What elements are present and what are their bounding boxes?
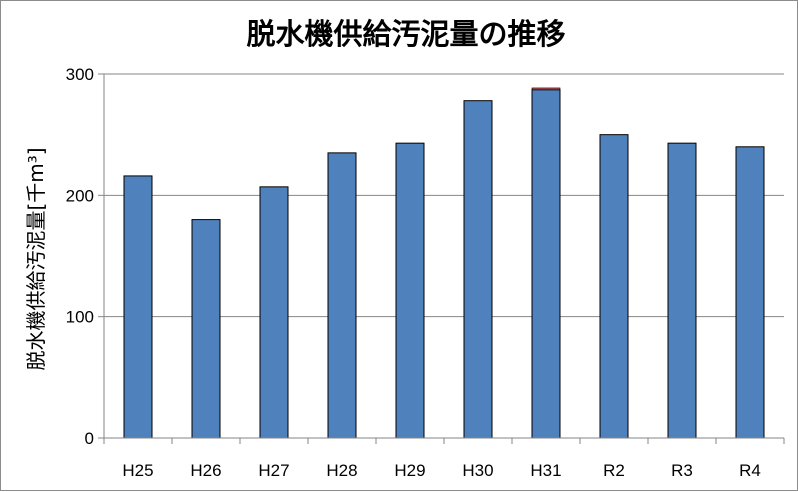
bar-segment-top (531, 87, 561, 91)
bar (531, 89, 561, 439)
x-tick-label: R4 (739, 461, 761, 480)
x-tick-label: H29 (394, 461, 425, 480)
x-tick-label: R2 (603, 461, 625, 480)
x-tick-label: R3 (671, 461, 693, 480)
y-tick-label: 0 (85, 429, 94, 448)
y-tick-label: 300 (66, 65, 94, 84)
bar (395, 142, 425, 439)
x-tick-label: H31 (530, 461, 561, 480)
y-tick-labels: 0 100 200 300 (66, 65, 94, 448)
bar (191, 219, 221, 439)
x-tick-label: H26 (190, 461, 221, 480)
y-axis-label: 脱水機供給汚泥量[千m³] (24, 147, 48, 370)
chart-title: 脱水機供給汚泥量の推移 (246, 17, 565, 51)
bars (123, 87, 765, 439)
x-tick-label: H27 (258, 461, 289, 480)
x-tick-labels: H25 H26 H27 H28 H29 H30 H31 R2 R3 R4 (122, 461, 760, 480)
bar (123, 175, 153, 439)
y-tick-label: 200 (66, 186, 94, 205)
bar (735, 146, 765, 439)
x-tick-label: H25 (122, 461, 153, 480)
bar (599, 134, 629, 439)
bar (327, 152, 357, 439)
bar (463, 100, 493, 439)
y-tick-label: 100 (66, 308, 94, 327)
x-tick-label: H28 (326, 461, 357, 480)
bar (667, 142, 697, 439)
axes (103, 74, 785, 444)
bar (259, 186, 289, 439)
x-tick-label: H30 (462, 461, 493, 480)
